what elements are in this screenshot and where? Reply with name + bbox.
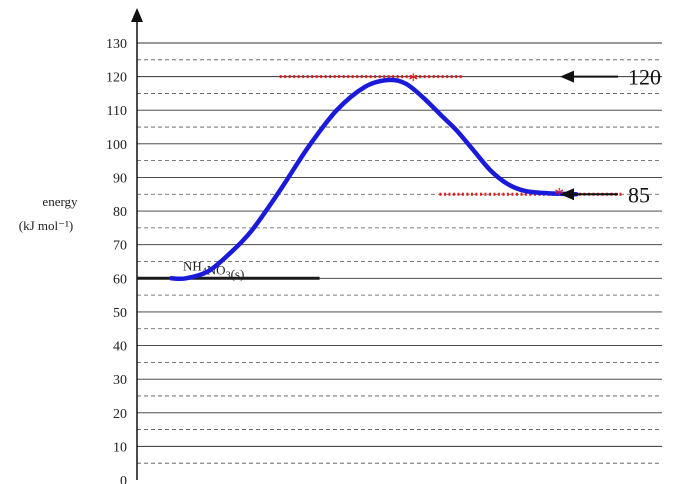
y-tick-label: 40: [113, 340, 127, 355]
y-axis-label: energy: [42, 194, 78, 209]
y-tick-label: 100: [106, 138, 127, 153]
y-tick-label: 20: [113, 407, 127, 422]
y-tick-label: 130: [106, 37, 127, 52]
y-tick-label: 80: [113, 205, 127, 220]
marker-star: *: [408, 70, 418, 92]
arrow-head: [560, 188, 574, 201]
grid-lines: [137, 42, 662, 464]
y-axis-arrow: [131, 8, 143, 22]
y-tick-label: 70: [113, 239, 127, 254]
species-label: NH4NO3(s): [183, 258, 244, 281]
y-tick-label: 120: [106, 71, 127, 86]
callout-value: 120: [628, 65, 661, 90]
y-axis: [131, 8, 143, 480]
y-tick-label: 10: [113, 440, 127, 455]
y-tick-label: 0: [120, 474, 127, 484]
y-axis-unit: (kJ mol⁻¹): [19, 218, 73, 233]
y-tick-label: 90: [113, 171, 127, 186]
series-layer: [168, 77, 579, 282]
arrow-head: [560, 70, 574, 83]
y-tick-label: 60: [113, 272, 127, 287]
y-tick-label: 110: [107, 104, 127, 119]
y-tick-label: 50: [113, 306, 127, 321]
energy-levels: NH4NO3(s): [137, 75, 623, 281]
y-tick-label: 30: [113, 373, 127, 388]
annotations: 120 85: [560, 65, 661, 207]
marker-star: *: [554, 184, 564, 206]
stars: **: [408, 70, 564, 206]
callout-value: 85: [628, 182, 650, 207]
energy-curve: [168, 77, 579, 282]
y-tick-labels: 0 10 20 30 40 50 60 70 80 90 100 110 120 130: [106, 37, 127, 484]
